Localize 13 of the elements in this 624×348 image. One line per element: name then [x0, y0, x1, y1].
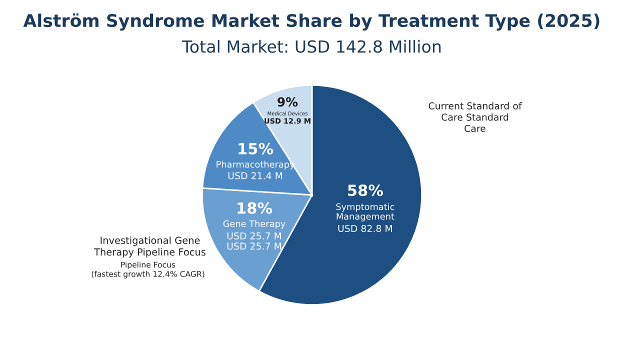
text: Current Standard of Care Standard Care [428, 102, 522, 132]
text: USD 25.7 M USD 25.7 M [227, 232, 282, 250]
data-label: 58% [348, 184, 383, 196]
text: USD 82.8 M [338, 224, 392, 232]
data-label: 15% [238, 142, 274, 154]
text: Investigational Gene Therapy Pipeline Focus [94, 236, 206, 258]
data-label: 9% [278, 97, 298, 107]
slice-label: Gene Therapy [223, 220, 286, 229]
text: USD 21.4 M [228, 172, 282, 180]
data-label: 18% [238, 202, 272, 214]
slice-label: Symptomatic Management [336, 203, 394, 222]
chart-title: Alström Syndrome Market Share by Treatment Type (2025) [23, 13, 600, 31]
chart-subtitle: Total Market: USD 142.8 Million [182, 40, 441, 53]
